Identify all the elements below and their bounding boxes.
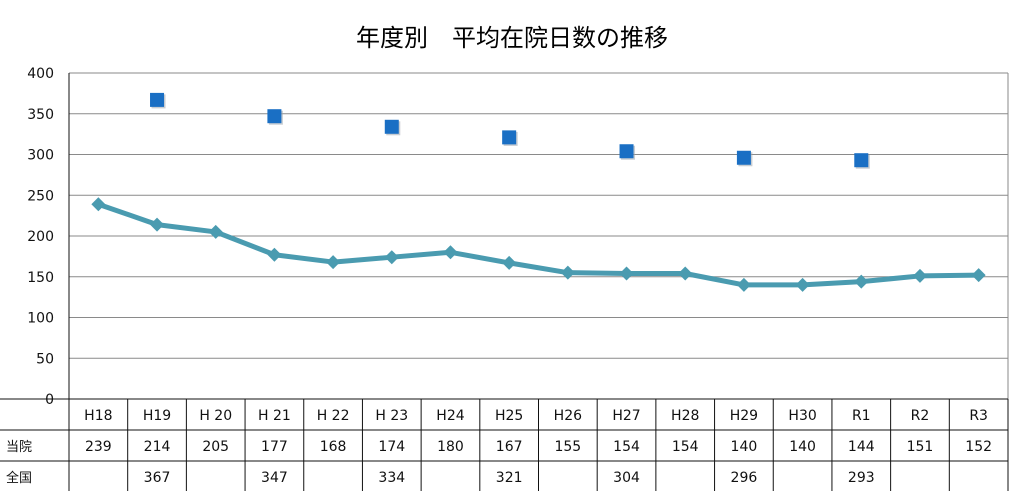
data-label: 140 xyxy=(731,439,758,455)
data-label: 334 xyxy=(378,470,405,486)
data-point xyxy=(384,250,399,265)
data-point xyxy=(502,130,517,145)
series-line xyxy=(97,201,979,288)
data-label: 296 xyxy=(731,470,758,486)
data-label: 304 xyxy=(613,470,640,486)
data-point xyxy=(736,150,751,165)
x-tick-label: H 20 xyxy=(199,408,232,424)
y-tick-label: 100 xyxy=(27,311,54,327)
data-point xyxy=(854,153,869,168)
x-tick-label: R1 xyxy=(852,408,871,424)
data-point xyxy=(502,255,517,270)
x-tick-label: H 21 xyxy=(258,408,291,424)
data-point xyxy=(150,92,165,107)
x-tick-label: H18 xyxy=(84,408,112,424)
data-point xyxy=(560,265,575,280)
data-label: 347 xyxy=(261,470,288,486)
data-label: 239 xyxy=(85,439,112,455)
data-label: 152 xyxy=(965,439,992,455)
data-label: 174 xyxy=(378,439,405,455)
data-label: 151 xyxy=(907,439,934,455)
data-point xyxy=(854,274,869,289)
x-tick-label: H26 xyxy=(554,408,582,424)
data-point xyxy=(326,255,341,270)
data-point xyxy=(208,224,223,239)
data-point xyxy=(443,245,458,260)
data-point xyxy=(91,197,106,212)
y-tick-label: 350 xyxy=(27,107,54,123)
y-tick-label: 150 xyxy=(27,270,54,286)
x-tick-label: R3 xyxy=(969,408,988,424)
y-tick-label: 400 xyxy=(27,66,54,82)
data-label: 321 xyxy=(496,470,523,486)
plot-area xyxy=(91,92,986,292)
legend-entry: 当院 xyxy=(6,440,32,455)
data-point xyxy=(678,266,693,281)
x-tick-label: H27 xyxy=(612,408,640,424)
x-tick-label: H28 xyxy=(671,408,699,424)
grid xyxy=(68,72,1009,491)
data-point xyxy=(267,247,282,262)
x-tick-label: R2 xyxy=(911,408,930,424)
data-label: 140 xyxy=(789,439,816,455)
data-point xyxy=(619,266,634,281)
data-point xyxy=(795,277,810,292)
y-tick-label: 250 xyxy=(27,188,54,204)
y-axis: 0 50 100 150 200 250 300 350 400 xyxy=(27,66,54,408)
x-tick-label: H 23 xyxy=(375,408,408,424)
x-tick-label: H 22 xyxy=(317,408,350,424)
data-point xyxy=(150,217,165,232)
data-point xyxy=(971,268,986,283)
y-tick-label: 50 xyxy=(36,351,54,367)
data-point xyxy=(736,277,751,292)
data-table: H18 H19 H 20 H 21 H 22 H 23 H24 H25 H26 H27 H28 H29… xyxy=(0,398,1009,491)
data-label: 180 xyxy=(437,439,464,455)
y-tick-label: 0 xyxy=(45,392,54,408)
data-point xyxy=(267,109,282,124)
data-label: 177 xyxy=(261,439,288,455)
x-tick-label: H19 xyxy=(143,408,171,424)
data-label: 214 xyxy=(144,439,171,455)
data-label: 154 xyxy=(613,439,640,455)
x-tick-label: H30 xyxy=(788,408,816,424)
data-label: 293 xyxy=(848,470,875,486)
data-label: 367 xyxy=(144,470,171,486)
data-label: 154 xyxy=(672,439,699,455)
data-point xyxy=(619,144,634,159)
x-tick-label: H24 xyxy=(436,408,464,424)
chart-title: 年度別 平均在院日数の推移 xyxy=(356,24,668,52)
data-label: 205 xyxy=(202,439,229,455)
data-label: 168 xyxy=(320,439,347,455)
data-label: 167 xyxy=(496,439,523,455)
data-label: 155 xyxy=(554,439,581,455)
data-point xyxy=(912,268,927,283)
y-tick-label: 200 xyxy=(27,229,54,245)
x-tick-label: H29 xyxy=(730,408,758,424)
data-point xyxy=(384,119,399,134)
legend-entry: 全国 xyxy=(6,470,32,486)
y-tick-label: 300 xyxy=(27,148,54,164)
data-label: 144 xyxy=(848,439,875,455)
x-tick-label: H25 xyxy=(495,408,523,424)
